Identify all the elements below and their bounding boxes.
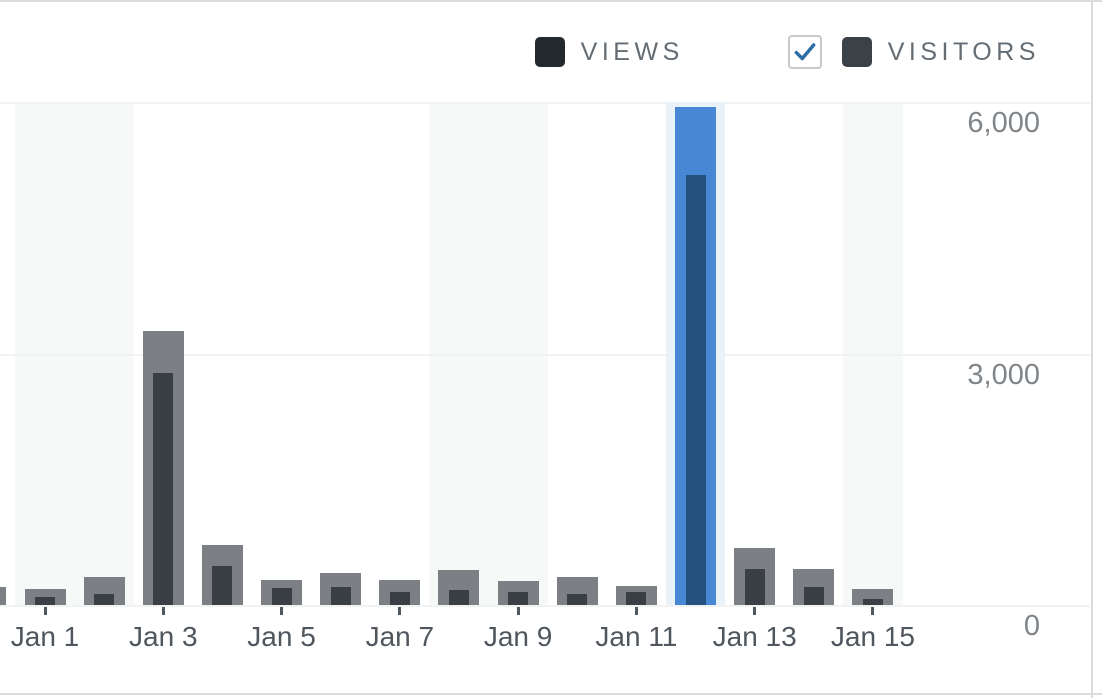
- visitors-bar-jan-8[interactable]: [448, 589, 469, 605]
- visitors-bar-jan-11[interactable]: [626, 592, 647, 605]
- visitors-checkbox[interactable]: [787, 35, 822, 69]
- visitors-bar-jan-3[interactable]: [153, 372, 174, 605]
- x-axis-tick: [516, 607, 520, 615]
- x-axis-label: Jan 1: [10, 621, 80, 652]
- gridline: [0, 605, 1090, 607]
- x-axis-tick: [43, 607, 47, 615]
- visitors-legend-label: VISITORS: [887, 37, 1040, 66]
- x-axis-label: Jan 9: [483, 621, 553, 652]
- views-legend-label: VIEWS: [580, 37, 684, 66]
- visitors-bar-jan-12[interactable]: [685, 174, 706, 605]
- legend-item-visitors: VISITORS: [787, 35, 1040, 69]
- panel-top-border: [0, 0, 1102, 2]
- visitors-bar-jan-10[interactable]: [567, 594, 588, 605]
- check-icon: [794, 43, 816, 61]
- visitors-swatch-icon: [841, 37, 872, 67]
- views-bar-dec-31[interactable]: [0, 587, 7, 605]
- panel-right-border: [1091, 0, 1093, 698]
- visitors-bar-jan-9[interactable]: [508, 592, 529, 605]
- x-axis-tick: [161, 607, 165, 615]
- x-axis-tick: [871, 607, 875, 615]
- chart-legend: VIEWS VISITORS: [0, 2, 1040, 102]
- gridline: [0, 102, 1090, 104]
- x-axis-tick: [753, 607, 757, 615]
- x-axis-label: Jan 15: [830, 621, 915, 652]
- visitors-bar-jan-4[interactable]: [212, 565, 233, 605]
- visitors-bar-jan-2[interactable]: [94, 594, 115, 605]
- visitors-bar-jan-7[interactable]: [389, 592, 410, 605]
- views-swatch-icon: [534, 37, 565, 67]
- x-axis-label: Jan 13: [712, 621, 797, 652]
- x-axis-tick: [398, 607, 402, 615]
- views-bar-jan-1[interactable]: [24, 589, 66, 605]
- x-axis-label: Jan 3: [129, 621, 198, 652]
- visitors-bar-jan-1[interactable]: [35, 597, 55, 605]
- visitors-bar-jan-15[interactable]: [862, 599, 883, 605]
- visitors-bar-jan-14[interactable]: [803, 586, 824, 605]
- panel-bottom-border: [0, 693, 1102, 695]
- visitors-bar-jan-5[interactable]: [271, 588, 292, 605]
- y-axis-label: 0: [1023, 610, 1040, 642]
- x-axis-tick: [280, 607, 284, 615]
- x-axis-label: Jan 7: [365, 621, 435, 652]
- visitors-bar-jan-6[interactable]: [330, 586, 351, 605]
- x-axis-tick: [634, 607, 638, 615]
- y-axis-label: 3,000: [967, 358, 1040, 391]
- visitors-bar-jan-13[interactable]: [744, 568, 765, 605]
- gridline: [0, 353, 1090, 356]
- x-axis-label: Jan 11: [595, 621, 678, 652]
- x-axis-label: Jan 5: [247, 621, 316, 652]
- views-bar-jan-15[interactable]: [852, 589, 894, 605]
- legend-item-views: VIEWS: [534, 37, 684, 67]
- y-axis-label: 6,000: [967, 107, 1040, 139]
